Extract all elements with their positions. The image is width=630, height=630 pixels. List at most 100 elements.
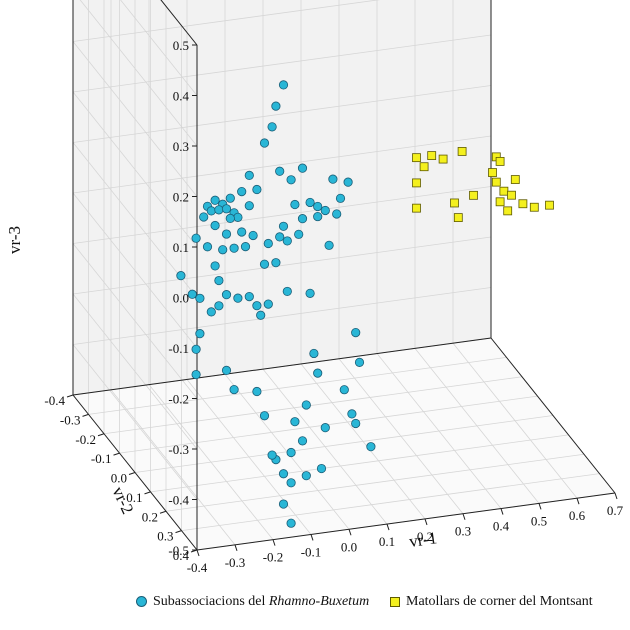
rhamno-buxetum-point bbox=[278, 469, 289, 479]
rhamno-buxetum-point bbox=[267, 122, 277, 132]
rhamno-buxetum-point bbox=[221, 290, 232, 300]
y-tick-label: -0.4 bbox=[44, 393, 65, 408]
frame-edge bbox=[490, 337, 616, 494]
grid-line bbox=[181, 473, 600, 532]
grid-line bbox=[72, 85, 492, 143]
rhamno-buxetum-point bbox=[320, 205, 330, 216]
x-tick-label: 0.1 bbox=[379, 534, 395, 549]
grid-line bbox=[134, 415, 554, 473]
grid-line bbox=[72, 236, 492, 295]
x-tick-label: -0.1 bbox=[301, 544, 322, 559]
rhamno-buxetum-point bbox=[290, 417, 300, 427]
rhamno-buxetum-point bbox=[225, 193, 235, 203]
y-tick-mark bbox=[159, 510, 167, 514]
montsant-point bbox=[495, 197, 505, 207]
y-tick-label: 0.2 bbox=[142, 509, 158, 524]
rhamno-buxetum-point bbox=[354, 357, 365, 367]
y-tick-label: -0.3 bbox=[60, 412, 81, 427]
grid-line bbox=[72, 135, 492, 194]
montsant-point bbox=[412, 153, 421, 163]
grid-line bbox=[72, 243, 198, 399]
rhamno-buxetum-point bbox=[191, 369, 201, 380]
montsant-point bbox=[469, 190, 478, 200]
rhamno-buxetum-point bbox=[290, 199, 300, 210]
x-tick-label: -0.2 bbox=[263, 550, 284, 565]
legend-label-italic: Rhamno-Buxetum bbox=[268, 594, 370, 609]
y-tick-label: -0.1 bbox=[91, 451, 112, 466]
x-axis-label: vr-1 bbox=[408, 528, 438, 551]
grid-line bbox=[72, 41, 198, 197]
rhamno-buxetum-point bbox=[248, 230, 258, 241]
rhamno-buxetum-point bbox=[210, 261, 220, 271]
x-tick-label: 0.2 bbox=[417, 529, 433, 544]
x-tick-mark bbox=[310, 534, 314, 541]
grid-line bbox=[72, 192, 198, 349]
y-tick-mark bbox=[66, 394, 74, 398]
rhamno-buxetum-point bbox=[191, 344, 201, 354]
data-points bbox=[176, 80, 554, 528]
square-marker-icon bbox=[390, 596, 400, 607]
x-tick-mark bbox=[386, 523, 390, 531]
circle-marker-icon bbox=[136, 596, 147, 608]
rhamno-buxetum-point bbox=[210, 195, 220, 205]
rhamno-buxetum-point bbox=[320, 423, 330, 433]
rhamno-buxetum-point bbox=[244, 170, 254, 181]
x-tick-label: 0.6 bbox=[569, 508, 586, 523]
legend-label: Matollars de corner del Montsant bbox=[406, 594, 593, 609]
rhamno-buxetum-point bbox=[313, 201, 323, 212]
y-tick-label: 0.1 bbox=[126, 490, 142, 505]
rhamno-buxetum-point bbox=[229, 243, 239, 253]
rhamno-buxetum-point bbox=[229, 384, 239, 395]
montsant-point bbox=[507, 190, 516, 200]
grid-line bbox=[72, 287, 492, 345]
rhamno-buxetum-point bbox=[301, 400, 311, 410]
montsant-point bbox=[499, 186, 509, 196]
x-tick-mark bbox=[614, 492, 618, 500]
x-tick-label: -0.4 bbox=[187, 560, 208, 575]
y-axis-label: vr-2 bbox=[108, 484, 137, 517]
grid-line bbox=[72, 186, 492, 244]
z-tick-label: -0.2 bbox=[168, 392, 189, 407]
z-tick-label: -0.1 bbox=[168, 341, 189, 356]
z-tick-label: 0.0 bbox=[173, 291, 189, 306]
z-tick-label: -0.4 bbox=[168, 493, 189, 508]
grid-line bbox=[72, 293, 198, 450]
chart-walls bbox=[73, 0, 615, 550]
y-tick-label: -0.2 bbox=[75, 432, 96, 447]
frame-edge bbox=[196, 492, 616, 551]
rhamno-buxetum-point bbox=[275, 166, 285, 176]
rhamno-buxetum-point bbox=[297, 163, 308, 173]
rhamno-buxetum-point bbox=[240, 242, 251, 252]
legend-item-rhamno: Subassociacions del Rhamno-Buxetum bbox=[136, 594, 369, 610]
montsant-point bbox=[529, 202, 539, 212]
x-tick-mark bbox=[424, 518, 428, 526]
rhamno-buxetum-point bbox=[282, 236, 292, 246]
grid-line bbox=[150, 434, 569, 493]
x-tick-label: 0.0 bbox=[341, 539, 357, 554]
rhamno-buxetum-point bbox=[339, 385, 349, 395]
montsant-point bbox=[495, 157, 505, 166]
rhamno-buxetum-point bbox=[259, 259, 270, 269]
y-tick-mark bbox=[175, 530, 182, 534]
grid-line bbox=[79, 0, 198, 147]
rhamno-buxetum-point bbox=[278, 221, 289, 231]
rhamno-buxetum-point bbox=[271, 101, 281, 111]
x-tick-mark bbox=[196, 549, 200, 557]
rhamno-buxetum-point bbox=[206, 206, 216, 216]
z-tick-label: 0.1 bbox=[173, 240, 189, 255]
x-tick-mark bbox=[576, 498, 580, 505]
rhamno-buxetum-point bbox=[286, 447, 296, 458]
back-wall bbox=[73, 0, 491, 395]
y-tick-label: 0.3 bbox=[157, 529, 173, 544]
rhamno-buxetum-point bbox=[286, 518, 296, 528]
grid-line bbox=[165, 453, 585, 512]
grid-line bbox=[88, 356, 507, 415]
rhamno-buxetum-point bbox=[301, 471, 311, 481]
rhamno-buxetum-point bbox=[191, 233, 201, 243]
rhamno-buxetum-point bbox=[237, 186, 247, 197]
rhamno-buxetum-point bbox=[221, 229, 232, 239]
grid-line bbox=[72, 34, 492, 93]
rhamno-buxetum-point bbox=[278, 499, 289, 509]
rhamno-buxetum-point bbox=[332, 209, 342, 219]
